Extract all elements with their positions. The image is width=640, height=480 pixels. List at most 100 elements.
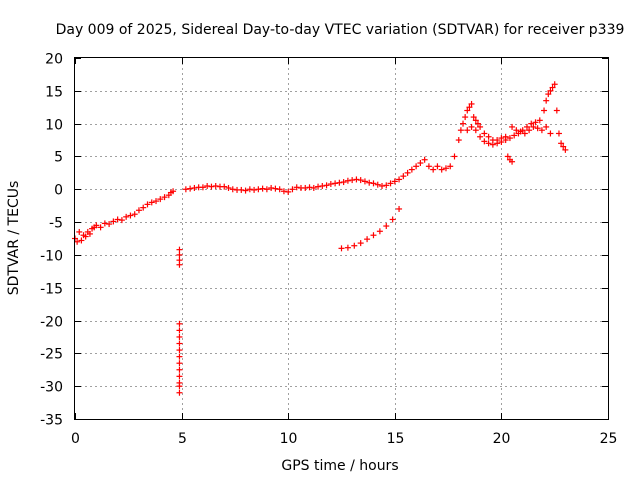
data-point	[376, 228, 383, 235]
data-point	[523, 123, 530, 130]
grid-lines	[75, 58, 608, 419]
data-point	[242, 187, 249, 194]
data-point	[170, 188, 177, 195]
data-point	[101, 220, 108, 227]
data-point	[349, 177, 356, 184]
data-point	[536, 117, 543, 124]
data-point	[457, 127, 464, 134]
data-point	[123, 213, 130, 220]
data-point	[336, 179, 343, 186]
data-point	[472, 127, 479, 134]
data-point	[176, 360, 183, 367]
data-point	[344, 244, 351, 251]
data-point	[306, 184, 313, 191]
data-point	[470, 114, 477, 121]
data-point	[110, 218, 117, 225]
data-point	[532, 119, 539, 126]
data-point	[357, 240, 364, 247]
data-point	[176, 261, 183, 268]
data-point	[357, 177, 364, 184]
data-point	[408, 166, 415, 173]
data-point	[447, 163, 454, 170]
data-point	[425, 163, 432, 170]
data-point	[502, 137, 509, 144]
x-tick-label: 15	[387, 431, 405, 447]
data-point	[176, 353, 183, 360]
y-tick-label: -5	[49, 216, 63, 232]
data-point	[379, 182, 386, 189]
data-point	[474, 120, 481, 127]
data-point	[74, 238, 81, 245]
data-point	[327, 181, 334, 188]
data-point	[144, 201, 151, 208]
data-point	[78, 237, 85, 244]
data-point	[176, 320, 183, 327]
series-3	[338, 205, 403, 252]
y-tick-label: 20	[45, 52, 63, 68]
data-point	[551, 81, 558, 88]
data-point	[543, 123, 550, 130]
data-point	[442, 165, 449, 172]
y-tick-label: -25	[40, 347, 63, 363]
data-point	[485, 140, 492, 147]
data-point	[176, 383, 183, 390]
data-point	[370, 180, 377, 187]
data-point	[338, 245, 345, 252]
y-tick-label: -35	[40, 413, 63, 429]
data-point	[389, 216, 396, 223]
data-point	[509, 158, 516, 165]
data-point	[315, 183, 322, 190]
data-point	[517, 128, 524, 135]
data-point	[289, 186, 296, 193]
x-tick-label: 10	[280, 431, 298, 447]
data-point	[229, 186, 236, 193]
y-tick-label: -10	[40, 249, 63, 265]
data-point	[238, 186, 245, 193]
data-point	[280, 188, 287, 195]
chart-title: Day 009 of 2025, Sidereal Day-to-day VTE…	[56, 22, 625, 38]
data-point	[553, 107, 560, 114]
y-tick-label: 0	[54, 183, 63, 199]
data-point	[562, 146, 569, 153]
data-point	[361, 178, 368, 185]
data-point	[293, 184, 300, 191]
data-point	[404, 169, 411, 176]
data-point	[76, 228, 83, 235]
data-point	[534, 125, 541, 132]
data-point	[555, 130, 562, 137]
x-tick-label: 25	[600, 431, 618, 447]
data-point	[434, 163, 441, 170]
data-point	[494, 140, 501, 147]
data-point	[319, 182, 326, 189]
data-point	[182, 186, 189, 193]
data-point	[127, 212, 134, 219]
data-point	[421, 156, 428, 163]
data-point	[513, 127, 520, 134]
data-point	[417, 160, 424, 167]
data-point	[276, 186, 283, 193]
data-point	[549, 84, 556, 91]
data-point	[462, 114, 469, 121]
data-point	[477, 133, 484, 140]
data-point	[82, 233, 89, 240]
data-point	[212, 182, 219, 189]
data-point	[521, 130, 528, 137]
data-point	[191, 184, 198, 191]
data-point	[344, 177, 351, 184]
x-axis-label: GPS time / hours	[281, 458, 398, 474]
data-point	[530, 123, 537, 130]
data-point	[161, 194, 168, 201]
data-point	[526, 127, 533, 134]
y-axis-label: SDTVAR / TECUs	[6, 181, 22, 296]
data-point	[383, 223, 390, 230]
plot-frame	[74, 57, 609, 420]
data-point	[332, 180, 339, 187]
data-point	[148, 199, 155, 206]
data-point	[464, 127, 471, 134]
data-point	[351, 242, 358, 249]
data-point	[153, 198, 160, 205]
data-point	[528, 120, 535, 127]
data-points	[72, 81, 569, 396]
data-point	[509, 123, 516, 130]
